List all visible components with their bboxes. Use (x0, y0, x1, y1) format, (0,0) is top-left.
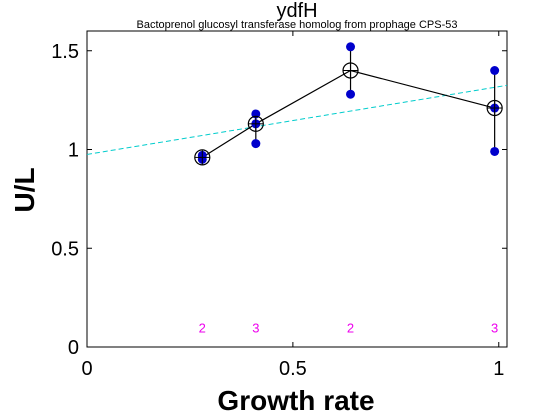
y-tick-label: 0.5 (51, 238, 79, 260)
plot-area (86, 30, 508, 348)
data-point (346, 42, 356, 52)
y-tick-label: 1 (68, 140, 79, 162)
fit-line-layer (86, 84, 508, 155)
x-axis-label: Growth rate (217, 385, 374, 416)
data-point (490, 66, 500, 75)
x-tick-label: 0.5 (279, 358, 307, 380)
count-label: 3 (252, 320, 259, 335)
mean-line (201, 69, 495, 158)
count-label: 2 (347, 320, 354, 335)
data-point (490, 146, 500, 156)
y-axis-label: U/L (9, 167, 40, 212)
axis-ticks-layer: 0 0.5 1 0 0.5 1 1.5 (51, 31, 507, 380)
y-tick-label: 1.5 (51, 41, 79, 63)
data-point (346, 89, 356, 99)
chart-title: ydfH (276, 0, 317, 22)
fit-line (86, 84, 508, 155)
counts-layer: 2 3 2 3 (199, 320, 499, 335)
y-tick-label: 0 (68, 337, 79, 359)
x-tick-label: 0 (81, 358, 92, 380)
count-label: 3 (491, 320, 498, 335)
x-tick-label: 1 (493, 358, 504, 380)
raw-points-layer (194, 42, 503, 166)
count-label: 2 (199, 320, 206, 335)
chart-subtitle: Bactoprenol glucosyl transferase homolog… (136, 19, 457, 31)
data-point (251, 139, 261, 149)
